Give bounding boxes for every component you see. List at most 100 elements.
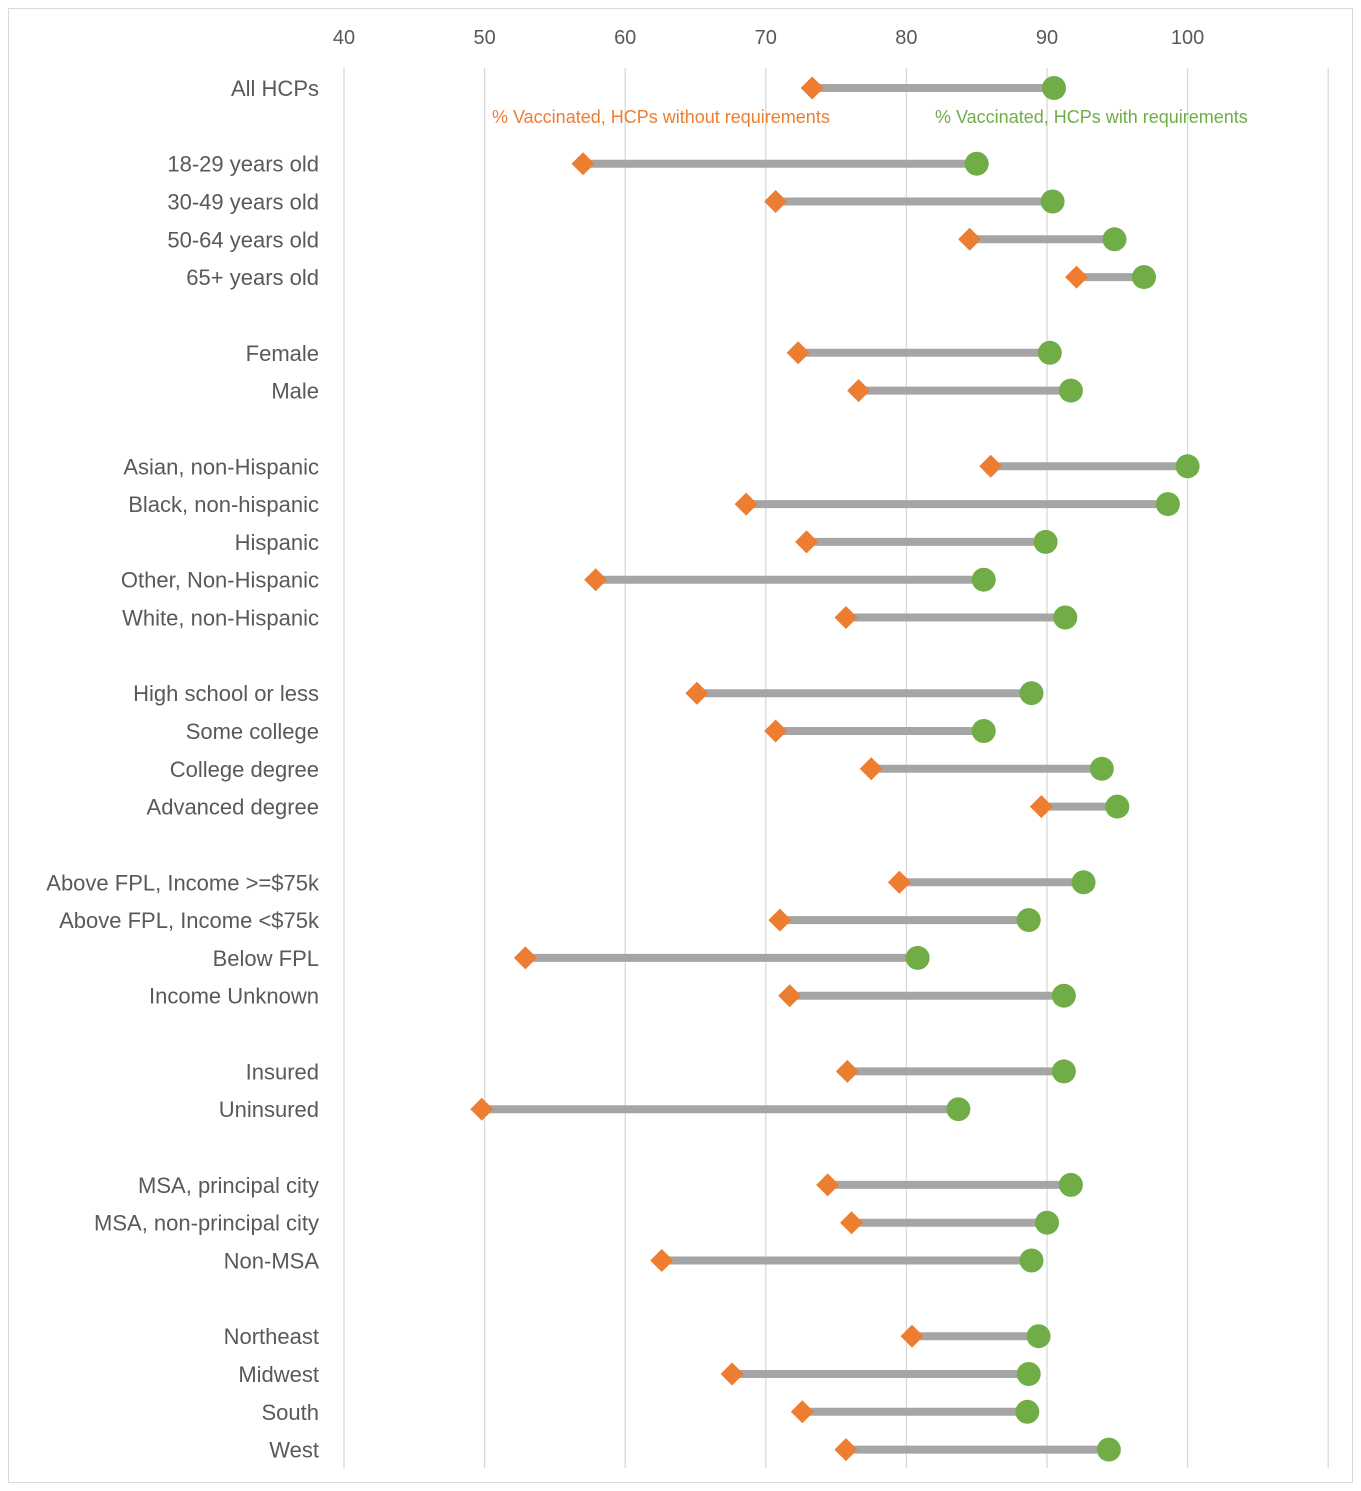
marker-without-requirements (834, 606, 858, 629)
category-label: 18-29 years old (167, 152, 319, 177)
x-axis-ticks: 40 50 60 70 80 90 100 (333, 27, 1204, 49)
marker-with-requirements (1155, 492, 1180, 517)
category-label: Insured (246, 1059, 319, 1084)
marker-with-requirements (1058, 1172, 1083, 1197)
marker-with-requirements (1051, 1059, 1076, 1084)
chart-frame (8, 8, 1353, 1483)
marker-without-requirements (764, 719, 788, 743)
marker-with-requirements (1019, 1248, 1044, 1273)
category-label: Income Unknown (149, 984, 319, 1009)
marker-with-requirements (1019, 681, 1044, 706)
marker-with-requirements (1053, 605, 1078, 630)
category-label: MSA, non-principal city (94, 1211, 319, 1236)
category-label: Female (246, 341, 319, 366)
category-label: Above FPL, Income <$75k (59, 908, 320, 933)
marker-with-requirements (1042, 76, 1067, 100)
marker-without-requirements (790, 1400, 814, 1424)
legend: % Vaccinated, HCPs without requirements … (492, 107, 1248, 127)
markers (470, 76, 1200, 1462)
marker-without-requirements (1029, 795, 1053, 819)
marker-without-requirements (887, 870, 911, 894)
category-label: White, non-Hispanic (122, 606, 319, 631)
marker-with-requirements (1015, 1399, 1040, 1424)
legend-with-requirements: % Vaccinated, HCPs with requirements (935, 107, 1248, 127)
category-label: Male (271, 379, 319, 404)
marker-with-requirements (1033, 529, 1058, 554)
category-label: All HCPs (231, 76, 319, 101)
category-label: Advanced degree (147, 795, 319, 820)
marker-without-requirements (685, 681, 709, 705)
x-tick-label: 90 (1036, 27, 1058, 49)
marker-without-requirements (470, 1097, 494, 1121)
category-label: Some college (186, 719, 319, 744)
marker-without-requirements (1065, 265, 1089, 289)
category-label: College degree (170, 757, 319, 782)
marker-with-requirements (1105, 794, 1130, 819)
category-label: Uninsured (219, 1097, 319, 1122)
category-label: 65+ years old (186, 265, 319, 290)
marker-without-requirements (840, 1211, 864, 1235)
marker-without-requirements (786, 341, 810, 365)
marker-with-requirements (1040, 189, 1065, 214)
category-label: Above FPL, Income >=$75k (46, 870, 320, 895)
marker-with-requirements (1026, 1324, 1051, 1349)
marker-without-requirements (650, 1249, 674, 1272)
marker-with-requirements (1132, 265, 1157, 290)
category-label: Non-MSA (224, 1249, 320, 1274)
marker-without-requirements (584, 568, 608, 592)
marker-without-requirements (734, 492, 758, 516)
marker-with-requirements (1058, 378, 1083, 403)
marker-with-requirements (1102, 227, 1127, 252)
category-label: 30-49 years old (167, 190, 319, 215)
marker-without-requirements (768, 908, 792, 932)
category-labels: All HCPs 18-29 years old 30-49 years old 50… (46, 76, 320, 1463)
marker-with-requirements (964, 151, 989, 176)
marker-without-requirements (835, 1059, 859, 1083)
marker-with-requirements (1089, 756, 1114, 781)
x-tick-label: 80 (895, 27, 917, 49)
category-label: Midwest (238, 1362, 319, 1387)
marker-without-requirements (979, 454, 1003, 478)
marker-without-requirements (900, 1324, 924, 1348)
x-tick-label: 100 (1171, 27, 1204, 49)
marker-without-requirements (800, 76, 824, 100)
category-label: 50-64 years old (167, 227, 319, 252)
marker-with-requirements (1071, 870, 1096, 895)
marker-with-requirements (946, 1097, 971, 1122)
legend-without-requirements: % Vaccinated, HCPs without requirements (492, 107, 830, 127)
x-tick-label: 60 (614, 27, 636, 49)
marker-with-requirements (971, 719, 996, 743)
marker-without-requirements (859, 757, 883, 781)
marker-without-requirements (764, 190, 788, 213)
marker-with-requirements (1096, 1437, 1121, 1462)
marker-without-requirements (513, 946, 537, 970)
marker-with-requirements (1016, 908, 1041, 933)
connectors (481, 84, 1188, 1454)
category-label: Asian, non-Hispanic (123, 454, 319, 479)
category-label: Black, non-hispanic (128, 492, 319, 517)
category-label: Northeast (224, 1324, 319, 1349)
marker-without-requirements (816, 1173, 840, 1197)
marker-without-requirements (795, 530, 819, 554)
marker-with-requirements (1175, 454, 1200, 479)
marker-with-requirements (905, 945, 930, 970)
marker-with-requirements (1037, 340, 1062, 365)
x-tick-label: 40 (333, 27, 355, 49)
category-label: Hispanic (235, 530, 319, 555)
marker-without-requirements (778, 984, 802, 1008)
marker-without-requirements (958, 227, 982, 251)
category-label: Other, Non-Hispanic (121, 568, 319, 593)
marker-with-requirements (1035, 1210, 1059, 1235)
category-label: West (269, 1438, 319, 1463)
marker-with-requirements (1051, 983, 1076, 1008)
x-tick-label: 70 (755, 27, 777, 49)
marker-without-requirements (847, 379, 871, 403)
x-tick-label: 50 (473, 27, 495, 49)
marker-without-requirements (834, 1438, 858, 1462)
category-label: High school or less (133, 681, 319, 706)
marker-without-requirements (571, 152, 595, 176)
category-label: Below FPL (213, 946, 319, 971)
marker-with-requirements (971, 567, 996, 592)
marker-without-requirements (720, 1362, 744, 1386)
